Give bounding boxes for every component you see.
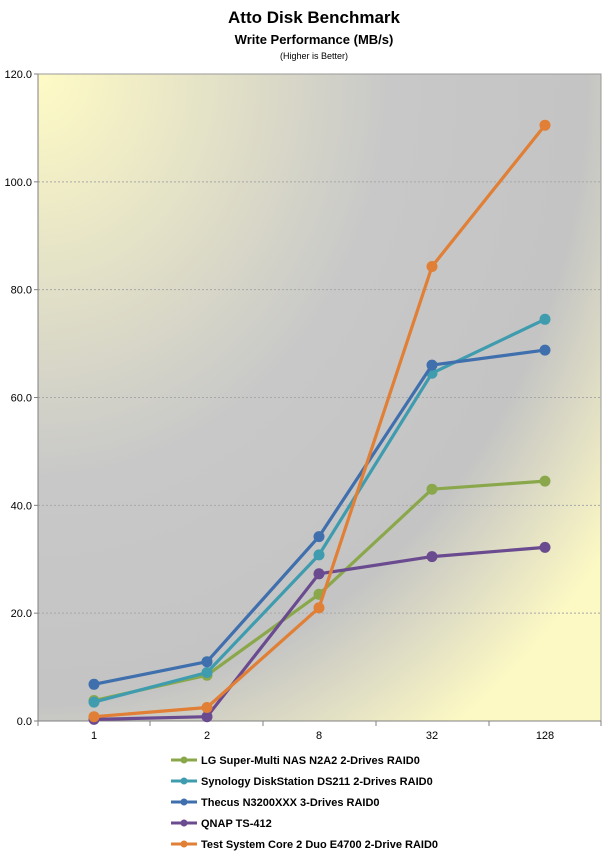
legend-item: Thecus N3200XXX 3-Drives RAID0: [171, 797, 380, 809]
data-point: [539, 119, 551, 131]
series-lines: [88, 119, 551, 725]
legend-swatch-marker: [180, 840, 188, 848]
x-tick-label: 128: [536, 730, 554, 742]
grid-lines: [38, 181, 601, 614]
data-point: [88, 696, 100, 708]
series-4: [88, 119, 551, 723]
data-point: [539, 313, 551, 325]
legend-label: Thecus N3200XXX 3-Drives RAID0: [201, 797, 380, 809]
data-point: [539, 344, 551, 356]
data-point: [426, 483, 438, 495]
legend-swatch-marker: [180, 777, 188, 785]
legend-swatch-marker: [180, 756, 188, 764]
y-tick-label: 100.0: [4, 177, 32, 189]
data-point: [201, 711, 213, 723]
data-point: [313, 549, 325, 561]
data-point: [201, 702, 213, 713]
x-tick-label: 8: [316, 730, 322, 742]
y-tick-label: 0.0: [17, 716, 32, 728]
legend-swatch-marker: [180, 819, 188, 827]
legend-label: QNAP TS-412: [201, 818, 272, 830]
x-axis-tick-labels: 1 2 8 32 128: [91, 730, 554, 742]
y-tick-label: 60.0: [11, 393, 32, 405]
legend-item: QNAP TS-412: [171, 818, 272, 830]
x-tick-label: 1: [91, 730, 97, 742]
x-tick-label: 2: [204, 730, 210, 742]
series-3: [88, 541, 551, 725]
legend-item: Test System Core 2 Duo E4700 2-Drive RAI…: [171, 839, 438, 851]
series-1: [88, 313, 551, 708]
y-axis-tick-labels: 0.0 20.0 40.0 60.0 80.0 100.0 120.0: [4, 69, 32, 728]
y-tick-label: 80.0: [11, 285, 32, 297]
data-point: [539, 475, 551, 487]
chart-note: (Higher is Better): [280, 51, 348, 61]
legend-label: Synology DiskStation DS211 2-Drives RAID…: [201, 776, 433, 788]
legend-label: LG Super-Multi NAS N2A2 2-Drives RAID0: [201, 755, 420, 767]
data-point: [426, 359, 438, 371]
data-point: [313, 568, 325, 580]
legend: LG Super-Multi NAS N2A2 2-Drives RAID0 Sy…: [171, 755, 438, 851]
chart-subtitle: Write Performance (MB/s): [235, 32, 394, 47]
axes: [34, 73, 602, 726]
data-point: [88, 678, 100, 690]
y-tick-label: 120.0: [4, 69, 32, 81]
data-point: [539, 541, 551, 553]
y-tick-label: 40.0: [11, 500, 32, 512]
series-2: [88, 344, 551, 690]
data-point: [426, 551, 438, 563]
legend-label: Test System Core 2 Duo E4700 2-Drive RAI…: [201, 839, 438, 851]
legend-swatch-marker: [180, 798, 188, 806]
data-point: [88, 711, 100, 723]
data-point: [201, 667, 213, 678]
chart-title: Atto Disk Benchmark: [228, 8, 400, 27]
data-point: [313, 531, 325, 543]
y-tick-label: 20.0: [11, 608, 32, 620]
data-point: [201, 656, 213, 668]
data-point: [313, 602, 325, 614]
data-point: [426, 261, 438, 272]
legend-item: LG Super-Multi NAS N2A2 2-Drives RAID0: [171, 755, 420, 767]
legend-item: Synology DiskStation DS211 2-Drives RAID…: [171, 776, 433, 788]
x-tick-label: 32: [426, 730, 438, 742]
